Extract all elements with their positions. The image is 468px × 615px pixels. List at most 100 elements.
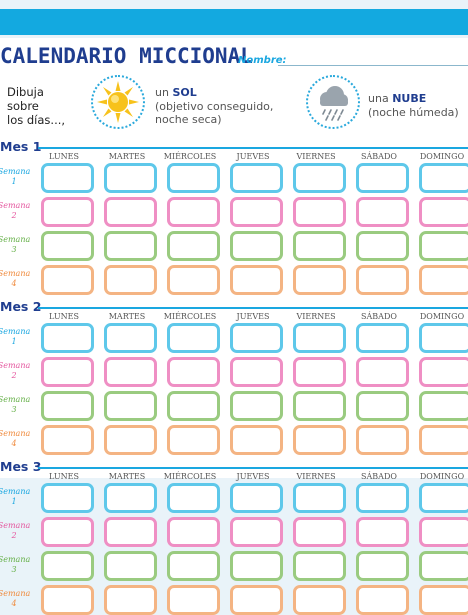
day-cell[interactable] xyxy=(104,551,157,581)
day-cell[interactable] xyxy=(167,391,220,421)
day-cell[interactable] xyxy=(419,357,468,387)
weekday-label: MARTES xyxy=(108,152,146,161)
day-cell[interactable] xyxy=(167,425,220,455)
day-cell[interactable] xyxy=(419,425,468,455)
day-cell[interactable] xyxy=(41,231,94,261)
day-cell[interactable] xyxy=(419,231,468,261)
day-cell[interactable] xyxy=(230,197,283,227)
day-cell[interactable] xyxy=(419,163,468,193)
day-cell[interactable] xyxy=(293,231,346,261)
day-cell[interactable] xyxy=(167,197,220,227)
day-cell[interactable] xyxy=(41,517,94,547)
name-field[interactable] xyxy=(278,65,468,66)
day-cell[interactable] xyxy=(230,265,283,295)
week-number: 4 xyxy=(11,279,17,288)
day-cell[interactable] xyxy=(104,163,157,193)
day-cell[interactable] xyxy=(293,357,346,387)
day-cell[interactable] xyxy=(293,163,346,193)
day-cell[interactable] xyxy=(104,517,157,547)
weekday-label: LUNES xyxy=(49,312,79,321)
day-cell[interactable] xyxy=(104,265,157,295)
day-cell[interactable] xyxy=(293,483,346,513)
day-cell[interactable] xyxy=(356,197,409,227)
day-cell[interactable] xyxy=(230,517,283,547)
day-cell[interactable] xyxy=(230,231,283,261)
day-cell[interactable] xyxy=(41,585,94,615)
weekday-label: DOMINGO xyxy=(419,312,465,321)
day-cell[interactable] xyxy=(104,391,157,421)
week-word: Semana xyxy=(0,521,31,530)
day-cell[interactable] xyxy=(356,163,409,193)
day-cell[interactable] xyxy=(230,425,283,455)
day-cell[interactable] xyxy=(41,357,94,387)
day-cell[interactable] xyxy=(104,323,157,353)
day-cell[interactable] xyxy=(230,163,283,193)
day-cell[interactable] xyxy=(41,323,94,353)
day-cell[interactable] xyxy=(356,517,409,547)
day-cell[interactable] xyxy=(167,357,220,387)
day-cell[interactable] xyxy=(104,483,157,513)
day-cell[interactable] xyxy=(230,391,283,421)
day-cell[interactable] xyxy=(41,163,94,193)
month-label: Mes 1 xyxy=(0,139,42,154)
day-cell[interactable] xyxy=(41,425,94,455)
day-cell[interactable] xyxy=(104,197,157,227)
page-title: CALENDARIO MICCIONAL xyxy=(0,44,253,68)
day-cell[interactable] xyxy=(167,517,220,547)
day-cell[interactable] xyxy=(356,265,409,295)
day-cell[interactable] xyxy=(356,323,409,353)
day-cell[interactable] xyxy=(419,197,468,227)
day-cell[interactable] xyxy=(293,585,346,615)
day-cell[interactable] xyxy=(167,585,220,615)
day-cell[interactable] xyxy=(293,391,346,421)
day-cell[interactable] xyxy=(104,231,157,261)
day-cell[interactable] xyxy=(104,425,157,455)
day-cell[interactable] xyxy=(293,323,346,353)
day-cell[interactable] xyxy=(356,551,409,581)
day-cell[interactable] xyxy=(419,265,468,295)
day-cell[interactable] xyxy=(356,483,409,513)
day-cell[interactable] xyxy=(356,357,409,387)
weekday-label: JUEVES xyxy=(236,472,270,481)
day-cell[interactable] xyxy=(356,425,409,455)
day-cell[interactable] xyxy=(167,323,220,353)
day-cell[interactable] xyxy=(167,483,220,513)
day-cell[interactable] xyxy=(293,197,346,227)
day-cell[interactable] xyxy=(167,163,220,193)
day-cell[interactable] xyxy=(419,483,468,513)
day-cell[interactable] xyxy=(230,551,283,581)
day-cell[interactable] xyxy=(356,585,409,615)
day-cell[interactable] xyxy=(104,585,157,615)
day-cell[interactable] xyxy=(419,585,468,615)
day-cell[interactable] xyxy=(419,323,468,353)
day-cell[interactable] xyxy=(293,265,346,295)
day-cell[interactable] xyxy=(167,231,220,261)
day-cell[interactable] xyxy=(356,391,409,421)
day-cell[interactable] xyxy=(41,483,94,513)
day-cell[interactable] xyxy=(419,517,468,547)
day-cell[interactable] xyxy=(230,357,283,387)
sun-icon xyxy=(97,81,139,123)
day-cell[interactable] xyxy=(41,265,94,295)
day-cell[interactable] xyxy=(356,231,409,261)
sun-legend-word: SOL xyxy=(172,86,197,99)
day-cell[interactable] xyxy=(104,357,157,387)
day-cell[interactable] xyxy=(41,391,94,421)
day-cell[interactable] xyxy=(230,483,283,513)
weekday-label: LUNES xyxy=(49,472,79,481)
day-cell[interactable] xyxy=(41,197,94,227)
weekday-label: LUNES xyxy=(49,152,79,161)
weekday-label: MIÉRCOLES xyxy=(163,152,217,161)
day-cell[interactable] xyxy=(167,265,220,295)
week-word: Semana xyxy=(0,201,31,210)
day-cell[interactable] xyxy=(293,425,346,455)
day-cell[interactable] xyxy=(293,551,346,581)
day-cell[interactable] xyxy=(419,551,468,581)
day-cell[interactable] xyxy=(419,391,468,421)
day-cell[interactable] xyxy=(167,551,220,581)
sun-legend-circle xyxy=(91,75,145,129)
day-cell[interactable] xyxy=(230,323,283,353)
day-cell[interactable] xyxy=(41,551,94,581)
day-cell[interactable] xyxy=(230,585,283,615)
day-cell[interactable] xyxy=(293,517,346,547)
